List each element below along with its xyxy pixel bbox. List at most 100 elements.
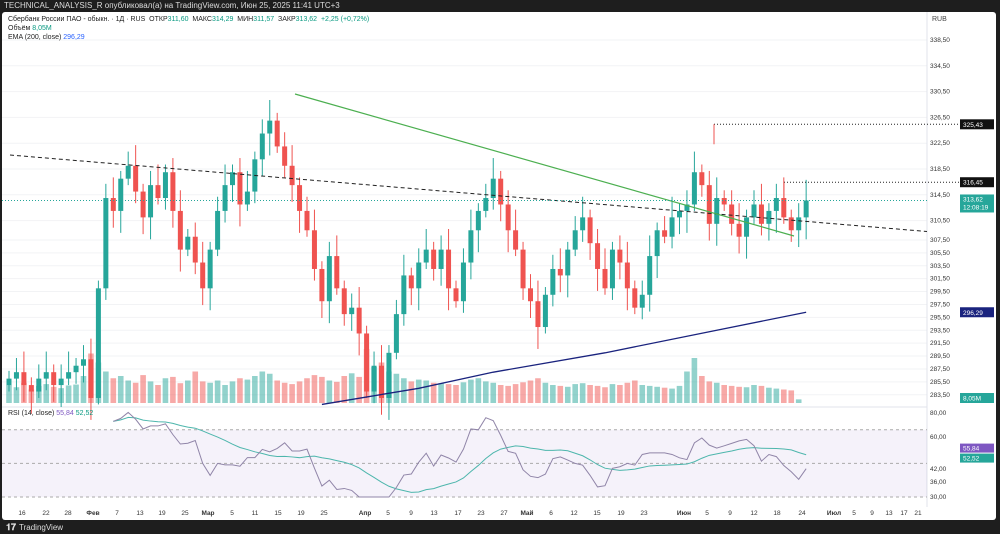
volume-bar xyxy=(542,382,549,403)
ema-line xyxy=(321,311,807,406)
candle-body xyxy=(319,268,325,302)
candle-body xyxy=(766,210,772,224)
volume-bar xyxy=(579,383,586,403)
volume-bar xyxy=(199,381,206,403)
volume-bar xyxy=(594,385,601,403)
candle-body xyxy=(51,372,57,386)
price-tick: 307,50 xyxy=(930,237,950,244)
price-tick: 283,50 xyxy=(930,392,950,399)
chart-panel[interactable]: 338,50 334,50 330,50 326,50 322,50 318,50 314,… xyxy=(2,12,996,520)
volume-bar xyxy=(639,385,646,403)
volume-bar xyxy=(505,385,511,403)
tradingview-logo[interactable]: 𝟏𝟕 TradingView xyxy=(6,522,63,533)
candle-body xyxy=(386,352,392,398)
candle-body xyxy=(81,359,86,366)
chart-canvas[interactable]: 338,50 334,50 330,50 326,50 322,50 318,50 314,… xyxy=(2,12,996,520)
price-tick: 303,50 xyxy=(930,263,950,270)
candle-body xyxy=(36,378,42,392)
symbol-name[interactable]: Сбербанк России ПАО - обыкн. · 1Д · RUS xyxy=(8,16,146,23)
candle-body xyxy=(401,275,407,315)
volume-bar xyxy=(117,376,124,403)
time-tick: Мар xyxy=(201,510,214,517)
ema-tag-label: 296,29 xyxy=(963,310,983,317)
volume-bar xyxy=(192,371,199,403)
volume-bar xyxy=(259,371,266,403)
volume-bar xyxy=(252,376,258,403)
price-tick: 334,50 xyxy=(930,63,950,70)
candle-body xyxy=(669,217,675,237)
candle-body xyxy=(311,230,317,269)
time-tick: 16 xyxy=(18,510,26,517)
rsi-ma-tag xyxy=(960,453,994,463)
time-tick: Май xyxy=(520,509,533,517)
time-tick: 12 xyxy=(570,510,578,517)
volume-bar xyxy=(550,385,556,403)
publish-info: TECHNICAL_ANALYSIS_R опубликовал(а) на T… xyxy=(4,1,340,10)
candle-body xyxy=(528,288,533,302)
candle-body xyxy=(282,146,288,166)
time-tick: 21 xyxy=(914,510,922,517)
candle-body xyxy=(714,198,720,224)
candle-body xyxy=(595,243,601,269)
candle-body xyxy=(460,262,466,302)
volume-bar xyxy=(445,384,452,403)
volume-legend[interactable]: Объём 8,05M xyxy=(8,25,52,32)
rsi-tick: 36,00 xyxy=(930,479,947,486)
time-tick: 13 xyxy=(430,510,438,517)
ema-legend[interactable]: EMA (200, close) 296,29 xyxy=(8,34,85,41)
volume-bar xyxy=(438,383,444,403)
candle-body xyxy=(259,133,265,160)
candle-body xyxy=(453,288,459,302)
volume-bar xyxy=(713,382,720,403)
candle-body xyxy=(148,185,154,218)
price-tick: 287,50 xyxy=(930,366,950,373)
candle-body xyxy=(557,268,563,276)
candle-body xyxy=(192,236,198,263)
candle-body xyxy=(393,314,399,353)
volume-bar xyxy=(773,388,780,403)
rsi-tick: 42,00 xyxy=(930,466,947,473)
symbol-legend: Сбербанк России ПАО - обыкн. · 1Д · RUS … xyxy=(8,16,369,23)
time-tick: 19 xyxy=(297,510,305,517)
time-tick: Апр xyxy=(359,510,372,517)
candle-body xyxy=(200,262,206,289)
volume-bar xyxy=(728,385,735,403)
candle-body xyxy=(170,172,176,211)
time-tick: 12 xyxy=(750,510,758,517)
candle-body xyxy=(267,120,273,134)
rsi-legend[interactable]: RSI (14, close) 55,84 52,52 xyxy=(8,410,93,417)
volume-bar xyxy=(162,378,169,403)
open-value: 311,60 xyxy=(167,16,189,23)
volume-bar xyxy=(177,383,184,403)
price-tick: 301,50 xyxy=(930,276,950,283)
candle-body xyxy=(617,249,623,263)
volume-bar xyxy=(155,385,161,403)
time-tick: Фев xyxy=(86,510,99,517)
rsi-tick: 60,00 xyxy=(930,434,947,441)
time-tick: Июн xyxy=(677,510,691,517)
volume-bar xyxy=(468,379,474,403)
rsi-ma-tag-label: 52,52 xyxy=(963,456,980,463)
candle-body xyxy=(773,198,779,211)
candle-body xyxy=(371,365,377,392)
volume-bar xyxy=(788,390,795,403)
candle-body xyxy=(565,249,571,276)
candle-body xyxy=(542,294,548,328)
candle-body xyxy=(73,365,79,373)
open-label: ОТКР xyxy=(149,16,168,23)
time-tick: 5 xyxy=(386,510,390,517)
volume-bar xyxy=(341,376,348,403)
volume-bar xyxy=(453,385,459,403)
candle-body xyxy=(520,249,526,289)
volume-bar xyxy=(408,381,415,403)
currency-label[interactable]: RUB xyxy=(932,16,947,23)
low-label: МИН xyxy=(237,16,254,23)
time-tick: 25 xyxy=(320,510,328,517)
candle-body xyxy=(215,210,221,250)
time-tick: 13 xyxy=(885,510,893,517)
rsi-ma-value: 52,52 xyxy=(75,410,94,417)
time-tick: 18 xyxy=(773,510,781,517)
candle-body xyxy=(341,288,347,315)
price-tick: 322,50 xyxy=(930,140,950,147)
candle-body xyxy=(155,185,161,199)
